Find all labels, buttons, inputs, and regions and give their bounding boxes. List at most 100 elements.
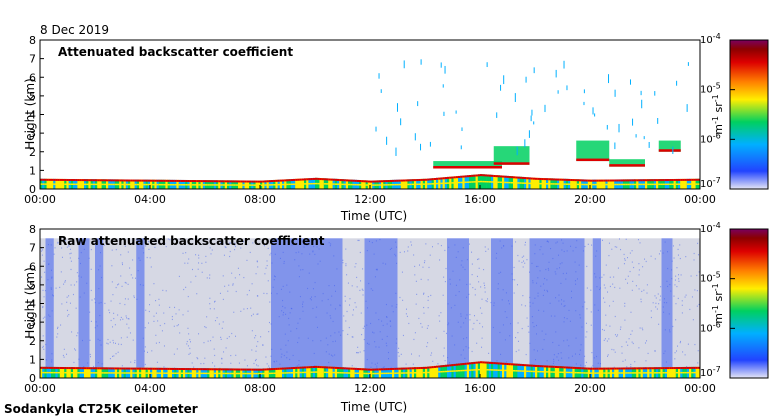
noise-speck <box>411 244 413 246</box>
boundary-layer-top-cell <box>638 179 641 182</box>
boundary-layer-inner-cell <box>51 183 54 185</box>
boundary-layer-inner-cell <box>81 183 85 186</box>
boundary-layer-top-cell <box>46 178 50 181</box>
boundary-layer-inner-cell <box>497 181 501 183</box>
noise-speck <box>437 243 439 245</box>
noise-speck <box>622 360 624 362</box>
noise-speck <box>672 325 674 328</box>
boundary-layer-top-cell <box>579 367 582 370</box>
boundary-layer-inner-cell <box>249 372 252 375</box>
boundary-layer-top-cell <box>284 179 287 182</box>
noise-speck <box>90 356 92 358</box>
noise-speck <box>422 266 424 268</box>
boundary-layer-top-cell <box>521 364 525 367</box>
precip-streak <box>640 90 642 96</box>
noise-speck <box>61 256 63 258</box>
boundary-layer-top-cell <box>334 366 338 369</box>
noise-speck <box>445 332 447 335</box>
noise-speck <box>362 289 364 291</box>
colorbar: 10-710-610-510-4 m-1 sr-1 <box>700 32 769 190</box>
boundary-layer-top-cell <box>372 180 375 183</box>
boundary-layer-top-cell <box>440 365 443 368</box>
boundary-layer-inner-cell <box>691 183 694 185</box>
noise-speck <box>604 287 606 289</box>
boundary-layer-inner-cell <box>497 369 501 371</box>
boundary-layer-inner-cell <box>570 371 573 374</box>
boundary-layer-top-cell <box>139 367 142 370</box>
boundary-layer-inner-cell <box>370 184 373 186</box>
boundary-layer-inner-cell <box>609 372 613 374</box>
boundary-layer-top-cell <box>139 179 142 182</box>
boundary-layer-top-cell <box>506 363 509 366</box>
boundary-layer-inner-cell <box>213 184 217 186</box>
noise-speck <box>646 292 648 294</box>
noise-speck <box>41 250 43 252</box>
noise-speck <box>177 324 179 326</box>
noise-speck <box>225 246 227 249</box>
boundary-layer-inner-cell <box>345 183 349 186</box>
noise-speck <box>246 307 248 310</box>
precip-streak <box>378 73 380 79</box>
boundary-layer-top-cell <box>682 178 685 181</box>
noise-speck <box>440 244 442 247</box>
cloud-layer <box>658 140 681 152</box>
boundary-layer-inner-cell <box>601 183 604 186</box>
boundary-layer-top-cell <box>598 367 602 370</box>
boundary-layer-top-cell <box>359 180 362 183</box>
boundary-layer-inner-cell <box>532 182 536 185</box>
noise-speck <box>686 366 688 368</box>
boundary-layer-inner-cell <box>609 183 613 186</box>
noise-speck <box>591 351 593 354</box>
noise-speck <box>42 249 44 251</box>
boundary-layer-inner-cell <box>462 181 465 184</box>
boundary-layer-top-cell <box>693 178 696 181</box>
boundary-layer-inner-cell <box>145 372 149 374</box>
boundary-layer-top-cell <box>458 363 461 366</box>
boundary-layer-inner-cell <box>332 371 336 374</box>
noise-speck <box>151 350 153 352</box>
boundary-layer-top-cell <box>455 363 459 366</box>
boundary-layer-inner-cell <box>64 183 67 185</box>
noise-speck <box>481 346 483 348</box>
x-tick-label: 12:00 <box>354 382 386 395</box>
noise-speck <box>255 273 257 275</box>
boundary-layer-top-cell <box>306 178 309 181</box>
boundary-layer-top-cell <box>136 367 140 370</box>
boundary-layer-top-cell <box>636 179 639 182</box>
noise-speck <box>246 259 248 262</box>
boundary-layer-top-cell <box>55 178 58 181</box>
boundary-layer-inner-cell <box>211 372 215 375</box>
boundary-layer-inner-cell <box>279 372 283 374</box>
boundary-layer-top-cell <box>169 367 173 370</box>
noise-speck <box>134 359 136 362</box>
noise-speck <box>240 310 242 312</box>
boundary-layer-top-cell <box>114 179 118 182</box>
boundary-layer-top-cell <box>370 180 373 183</box>
noise-speck <box>632 342 634 345</box>
boundary-layer-inner-cell <box>304 183 307 185</box>
boundary-layer-top-cell <box>310 178 314 181</box>
noise-speck <box>112 294 114 296</box>
boundary-layer-top-cell <box>136 179 140 182</box>
boundary-layer-inner-cell <box>537 182 540 185</box>
cloud-base <box>609 164 645 167</box>
boundary-layer-inner-cell <box>563 183 567 185</box>
boundary-layer-inner-cell <box>693 183 696 185</box>
noise-speck <box>678 278 680 280</box>
boundary-layer-top-cell <box>623 367 626 370</box>
colorbar-unit-part: -1 <box>711 116 720 124</box>
noise-speck <box>619 328 621 330</box>
cloud-layer <box>493 146 530 165</box>
noise-speck <box>198 257 200 259</box>
boundary-layer-top-cell <box>422 366 426 369</box>
noise-speck <box>229 255 231 258</box>
noise-speck <box>646 340 648 342</box>
noise-speck <box>229 250 231 253</box>
noise-speck <box>89 339 91 341</box>
boundary-layer-top-cell <box>502 362 505 365</box>
boundary-layer-inner-cell <box>431 371 435 373</box>
noise-speck <box>235 290 237 293</box>
boundary-layer-top-cell <box>229 180 232 183</box>
boundary-layer-top-cell <box>403 367 406 370</box>
boundary-layer-top-cell <box>367 368 371 371</box>
